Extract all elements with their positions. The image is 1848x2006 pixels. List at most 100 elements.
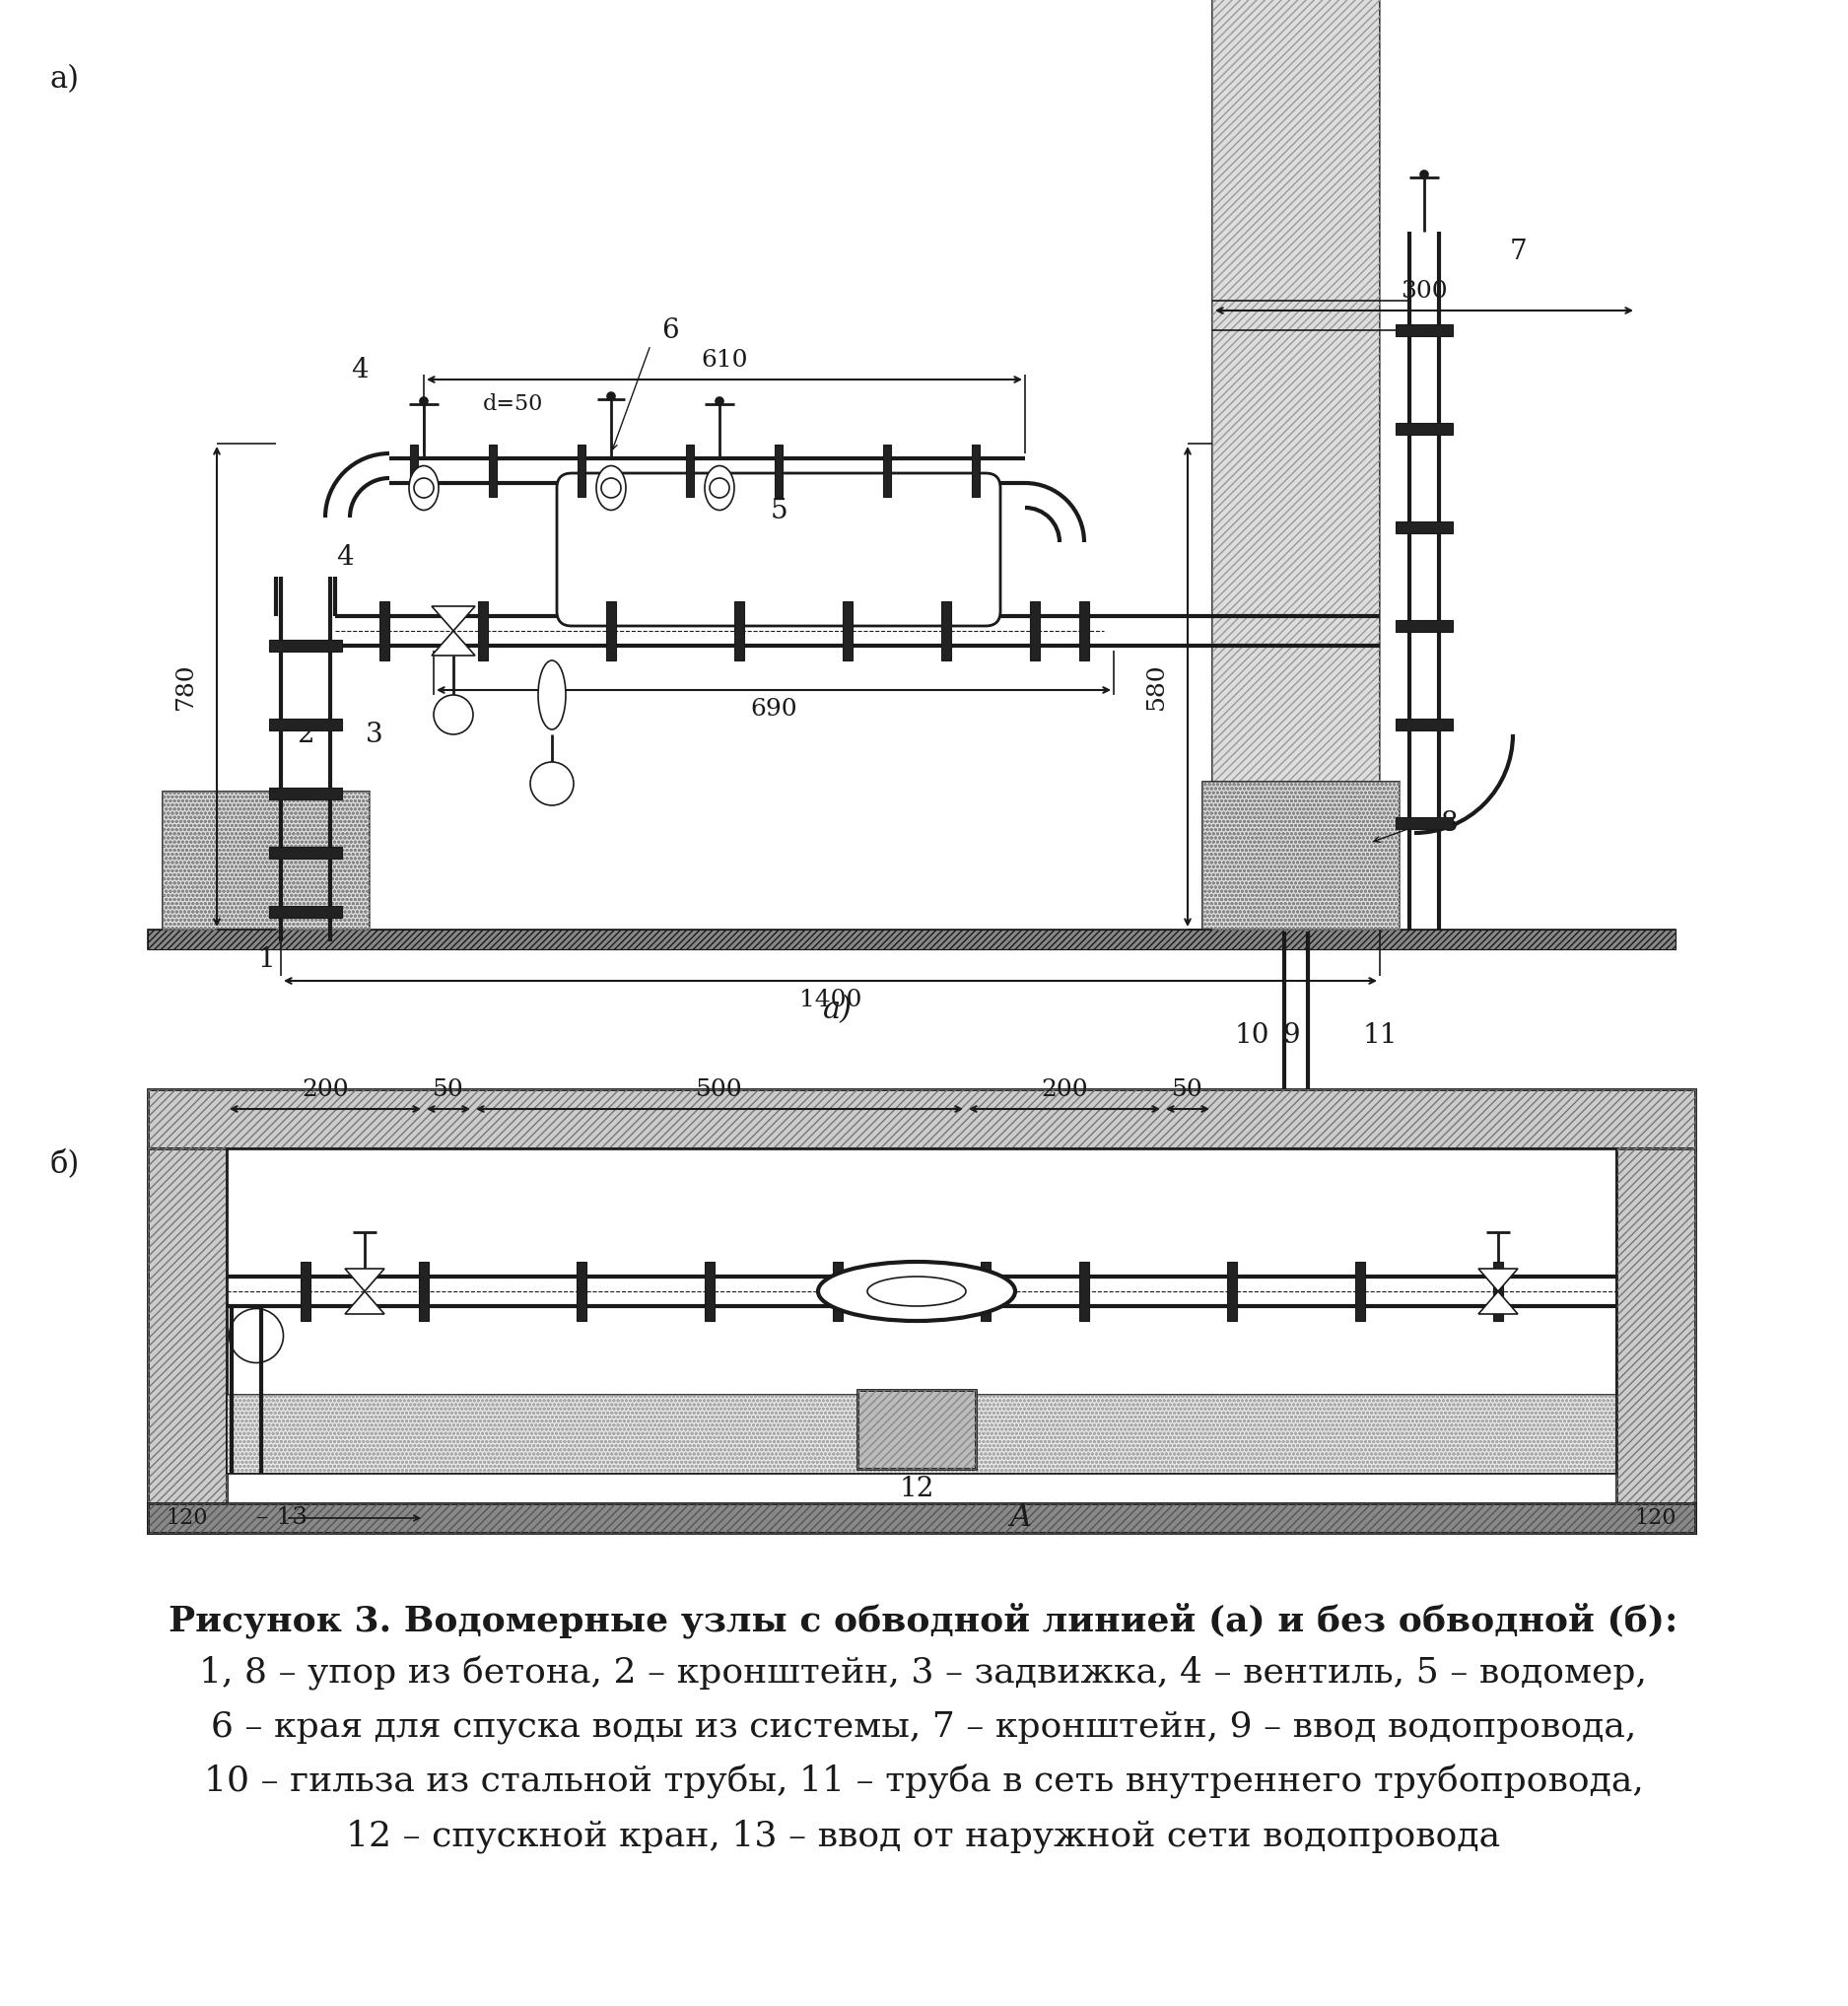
- Bar: [227, 1394, 1617, 1474]
- Bar: [1395, 718, 1453, 730]
- Circle shape: [530, 762, 573, 804]
- Bar: [148, 1089, 1695, 1147]
- Text: 580: 580: [1146, 664, 1168, 710]
- Text: 7: 7: [1510, 239, 1526, 265]
- Ellipse shape: [597, 465, 626, 510]
- Bar: [1395, 620, 1453, 632]
- Bar: [490, 445, 497, 497]
- Text: 690: 690: [750, 698, 796, 720]
- Bar: [981, 1262, 991, 1320]
- Bar: [883, 445, 891, 497]
- Bar: [843, 602, 852, 660]
- Text: 4: 4: [351, 357, 368, 383]
- Text: – 13: – 13: [257, 1507, 307, 1529]
- Text: 11: 11: [1362, 1021, 1397, 1049]
- Bar: [148, 1502, 1695, 1533]
- Text: Рисунок 3. Водомерные узлы с обводной линией (а) и без обводной (б):: Рисунок 3. Водомерные узлы с обводной ли…: [168, 1603, 1678, 1637]
- Bar: [734, 602, 745, 660]
- Text: а): а): [822, 995, 852, 1025]
- Bar: [479, 602, 488, 660]
- Bar: [1079, 1262, 1088, 1320]
- Text: 120: 120: [166, 1507, 209, 1529]
- Text: 610: 610: [700, 349, 748, 371]
- Circle shape: [414, 477, 434, 497]
- Text: 1, 8 – упор из бетона, 2 – кронштейн, 3 – задвижка, 4 – вентиль, 5 – водомер,: 1, 8 – упор из бетона, 2 – кронштейн, 3 …: [200, 1657, 1647, 1691]
- Bar: [1395, 325, 1453, 337]
- Bar: [686, 445, 693, 497]
- Bar: [1203, 782, 1399, 929]
- Circle shape: [710, 477, 730, 497]
- Polygon shape: [1478, 1268, 1517, 1292]
- Bar: [148, 1502, 1695, 1533]
- Text: 500: 500: [697, 1079, 743, 1101]
- Bar: [1212, 0, 1380, 929]
- Circle shape: [715, 397, 723, 405]
- Bar: [148, 1147, 227, 1533]
- Text: 6 – края для спуска воды из системы, 7 – кронштейн, 9 – ввод водопровода,: 6 – края для спуска воды из системы, 7 –…: [211, 1711, 1635, 1743]
- Ellipse shape: [704, 465, 734, 510]
- Ellipse shape: [819, 1262, 1015, 1320]
- Text: 12 – спускной кран, 13 – ввод от наружной сети водопровода: 12 – спускной кран, 13 – ввод от наружно…: [346, 1819, 1501, 1854]
- Text: 8: 8: [1440, 810, 1458, 837]
- Polygon shape: [1478, 1292, 1517, 1314]
- FancyBboxPatch shape: [556, 473, 1000, 626]
- Circle shape: [601, 477, 621, 497]
- Text: 1: 1: [257, 945, 275, 973]
- Text: d=50: d=50: [482, 393, 543, 415]
- Bar: [270, 847, 342, 859]
- Text: 120: 120: [1635, 1507, 1676, 1529]
- Bar: [227, 1147, 1617, 1474]
- Bar: [270, 640, 342, 652]
- Bar: [972, 445, 979, 497]
- Text: 6: 6: [662, 317, 678, 343]
- Text: 3: 3: [366, 720, 383, 748]
- Bar: [1617, 1147, 1695, 1533]
- Text: 200: 200: [301, 1079, 349, 1101]
- Bar: [148, 929, 1676, 949]
- Bar: [148, 1147, 227, 1533]
- Bar: [857, 1390, 976, 1468]
- Bar: [1493, 1262, 1502, 1320]
- Bar: [227, 1394, 1617, 1474]
- Polygon shape: [432, 630, 475, 656]
- Text: б): б): [50, 1147, 79, 1180]
- Bar: [163, 792, 370, 929]
- Bar: [301, 1262, 310, 1320]
- Bar: [148, 1089, 1695, 1147]
- Bar: [379, 602, 390, 660]
- Circle shape: [419, 397, 427, 405]
- Bar: [941, 602, 952, 660]
- Bar: [148, 929, 1676, 949]
- Text: 50: 50: [1172, 1079, 1203, 1101]
- Bar: [577, 1262, 586, 1320]
- Text: 4: 4: [336, 544, 353, 570]
- Bar: [163, 792, 370, 929]
- Text: 300: 300: [1401, 281, 1447, 303]
- Ellipse shape: [538, 660, 565, 730]
- Bar: [1395, 522, 1453, 534]
- Circle shape: [434, 694, 473, 734]
- Text: 50: 50: [432, 1079, 464, 1101]
- Bar: [857, 1390, 976, 1468]
- Bar: [419, 1262, 429, 1320]
- Bar: [1617, 1147, 1695, 1533]
- Polygon shape: [346, 1268, 384, 1292]
- Bar: [270, 788, 342, 800]
- Bar: [1395, 423, 1453, 435]
- Bar: [270, 718, 342, 730]
- Polygon shape: [432, 606, 475, 630]
- Circle shape: [1421, 171, 1429, 179]
- Ellipse shape: [867, 1276, 967, 1306]
- Text: 2: 2: [298, 720, 314, 748]
- Text: A: A: [1009, 1502, 1031, 1533]
- Bar: [1079, 602, 1088, 660]
- Bar: [606, 602, 615, 660]
- Text: 10 – гильза из стальной трубы, 11 – труба в сеть внутреннего трубопровода,: 10 – гильза из стальной трубы, 11 – труб…: [203, 1765, 1643, 1799]
- Bar: [1355, 1262, 1366, 1320]
- Bar: [1227, 1262, 1236, 1320]
- Bar: [1212, 0, 1380, 929]
- Text: 200: 200: [1040, 1079, 1088, 1101]
- Bar: [578, 445, 586, 497]
- Polygon shape: [346, 1292, 384, 1314]
- Ellipse shape: [408, 465, 438, 510]
